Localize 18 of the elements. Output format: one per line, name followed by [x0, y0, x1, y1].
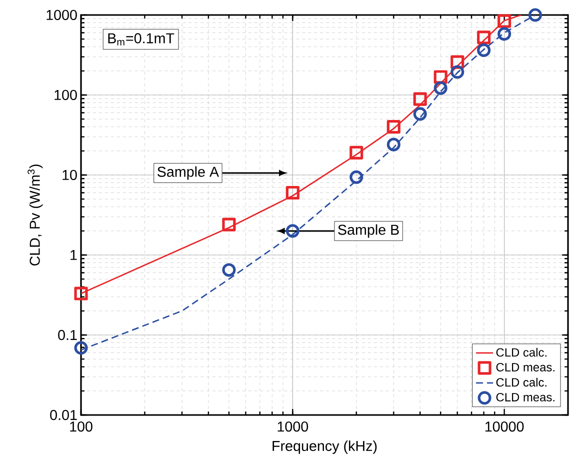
legend-label: CLD calc.	[496, 378, 546, 387]
y-axis-title: CLD, Pv (W/m$^{3}$)	[28, 164, 43, 266]
x-tick-label: 10000	[485, 422, 524, 432]
legend-label: CLD meas.	[496, 363, 554, 372]
y-tick-label: 100	[54, 90, 77, 100]
x-tick-label: 1000	[278, 422, 308, 432]
y-tick-label: 0.01	[50, 410, 77, 420]
annotation: Sample B	[338, 224, 399, 238]
annotation: B$_{m}$=0.1mT	[108, 33, 174, 46]
y-tick-label: 1000	[46, 10, 77, 20]
y-tick-label: 10	[62, 170, 77, 180]
legend-label: CLD calc.	[496, 348, 546, 357]
x-tick-label: 100	[70, 422, 92, 432]
x-axis-title: Frequency (kHz)	[272, 440, 377, 454]
y-tick-label: 1	[70, 250, 77, 260]
legend-label: CLD meas.	[496, 392, 554, 402]
annotation: Sample A	[158, 166, 220, 180]
y-tick-label: 0.1	[58, 330, 77, 340]
